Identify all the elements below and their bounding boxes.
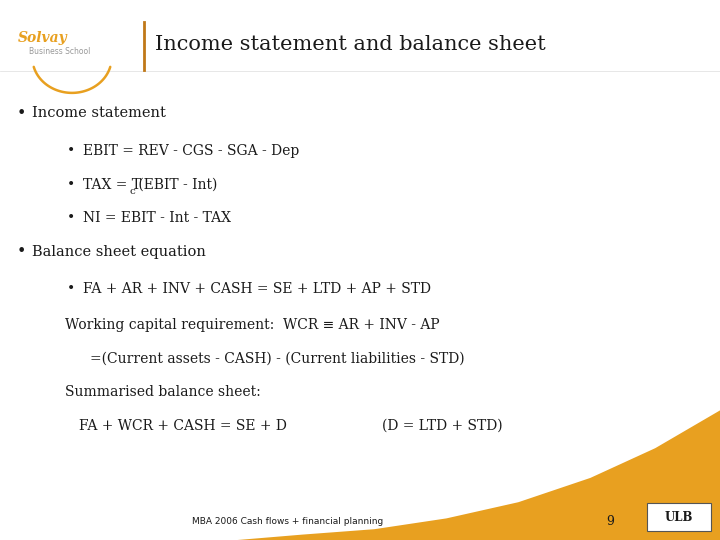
Text: •: • [67, 211, 75, 225]
Polygon shape [238, 410, 720, 540]
Text: Working capital requirement:  WCR ≡ AR + INV - AP: Working capital requirement: WCR ≡ AR + … [65, 318, 439, 332]
Text: Solvay: Solvay [18, 31, 68, 45]
Text: 9: 9 [607, 515, 614, 528]
Text: Income statement: Income statement [32, 106, 166, 120]
Text: Business School: Business School [29, 47, 90, 56]
Text: ULB: ULB [665, 511, 693, 524]
Text: NI = EBIT - Int - TAX: NI = EBIT - Int - TAX [83, 211, 231, 225]
Text: FA + WCR + CASH = SE + D: FA + WCR + CASH = SE + D [79, 418, 287, 433]
Text: =(Current assets - CASH) - (Current liabilities - STD): =(Current assets - CASH) - (Current liab… [90, 352, 464, 366]
Text: Summarised balance sheet:: Summarised balance sheet: [65, 385, 261, 399]
Text: TAX = T: TAX = T [83, 178, 141, 192]
Text: •: • [67, 178, 75, 192]
Text: (EBIT - Int): (EBIT - Int) [134, 178, 217, 192]
Text: •: • [17, 243, 26, 260]
Text: MBA 2006 Cash flows + financial planning: MBA 2006 Cash flows + financial planning [192, 517, 384, 525]
Text: Income statement and balance sheet: Income statement and balance sheet [155, 35, 546, 54]
Text: •: • [17, 105, 26, 122]
Text: •: • [67, 144, 75, 158]
Text: c: c [129, 187, 135, 196]
Text: •: • [67, 282, 75, 296]
Text: (D = LTD + STD): (D = LTD + STD) [382, 418, 503, 433]
Text: EBIT = REV - CGS - SGA - Dep: EBIT = REV - CGS - SGA - Dep [83, 144, 299, 158]
Text: FA + AR + INV + CASH = SE + LTD + AP + STD: FA + AR + INV + CASH = SE + LTD + AP + S… [83, 282, 431, 296]
Text: Balance sheet equation: Balance sheet equation [32, 245, 206, 259]
FancyBboxPatch shape [647, 503, 711, 531]
